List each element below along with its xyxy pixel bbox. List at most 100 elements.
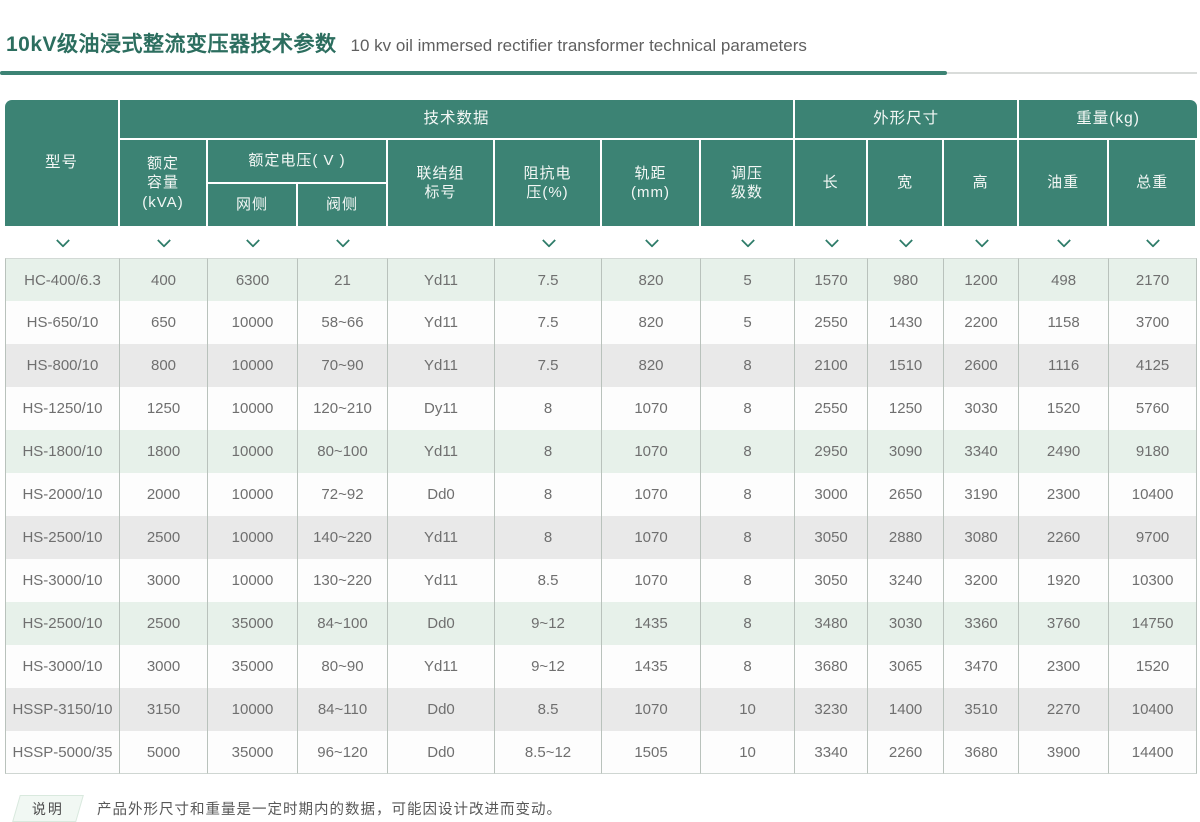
table-cell: 10000 (208, 387, 298, 430)
filter-cell-valve-side[interactable] (298, 228, 388, 258)
table-cell: 8 (701, 387, 796, 430)
chevron-down-icon[interactable] (541, 233, 556, 248)
note-badge-label: 说明 (32, 800, 64, 817)
table-cell: 3680 (944, 731, 1020, 774)
chevron-down-icon[interactable] (1057, 233, 1072, 248)
table-row: HC-400/6.3 400 6300 21 Yd11 7.5 820 5 1570 980 120… (5, 258, 1198, 301)
chevron-down-icon[interactable] (335, 233, 351, 248)
table-cell: 14750 (1109, 602, 1198, 645)
table-cell: 10300 (1109, 559, 1198, 602)
chevron-down-icon[interactable] (644, 233, 659, 248)
table-cell: 140~220 (298, 516, 388, 559)
table-cell: 84~110 (298, 688, 388, 731)
table-cell: 3000 (795, 473, 869, 516)
filter-cell-height[interactable] (944, 228, 1020, 258)
table-cell: 3230 (795, 688, 869, 731)
table-cell: 8 (495, 430, 602, 473)
filter-cell-gauge[interactable] (602, 228, 701, 258)
table-cell: HS-2500/10 (5, 602, 120, 645)
col-header-impedance-voltage: 阻抗电 压(%) (495, 140, 602, 228)
table-cell: Yd11 (388, 430, 495, 473)
table-cell: Yd11 (388, 301, 495, 344)
table-cell: 820 (602, 344, 701, 387)
table-cell: 1200 (944, 258, 1020, 301)
table-cell: 2550 (795, 387, 869, 430)
table-cell: 3030 (944, 387, 1020, 430)
table-cell: 1070 (602, 559, 701, 602)
table-cell: 35000 (208, 645, 298, 688)
table-cell: Yd11 (388, 559, 495, 602)
table-cell: 2000 (120, 473, 208, 516)
table-cell: 3000 (120, 645, 208, 688)
table-cell: HS-3000/10 (5, 645, 120, 688)
table-cell: 5 (701, 301, 796, 344)
chevron-down-icon[interactable] (245, 233, 261, 248)
sub-header-row-2: 网侧 阀侧 (5, 184, 1197, 228)
table-cell: 3065 (868, 645, 945, 688)
chevron-down-icon[interactable] (55, 233, 70, 248)
filter-cell-tap-steps[interactable] (701, 228, 796, 258)
table-cell: 2600 (944, 344, 1020, 387)
group-header-tech-data: 技术数据 (120, 100, 796, 140)
filter-cell-width[interactable] (868, 228, 945, 258)
table-cell: 130~220 (298, 559, 388, 602)
table-row: HS-2500/10 2500 35000 84~100 Dd0 9~12 1435 8 348… (5, 602, 1198, 645)
col-header-grid-side: 网侧 (208, 184, 298, 228)
table-cell: 3190 (944, 473, 1020, 516)
table-cell: 1520 (1109, 645, 1198, 688)
table-cell: HS-2500/10 (5, 516, 120, 559)
table-cell: HSSP-3150/10 (5, 688, 120, 731)
table-row: HSSP-5000/35 5000 35000 96~120 Dd0 8.5~12 1505… (5, 731, 1198, 774)
filter-cell-length[interactable] (795, 228, 869, 258)
table-cell: 2550 (795, 301, 869, 344)
table-cell: 8 (701, 645, 796, 688)
table-cell: 1430 (868, 301, 945, 344)
filter-cell-grid-side[interactable] (208, 228, 298, 258)
col-header-valve-side: 阀侧 (298, 184, 388, 228)
table-cell: 3200 (944, 559, 1020, 602)
chevron-down-icon[interactable] (899, 233, 914, 248)
filter-cell-vector-group (388, 228, 495, 258)
chevron-down-icon[interactable] (740, 233, 756, 248)
table-cell: 9~12 (495, 645, 602, 688)
filter-cell-total-weight[interactable] (1109, 228, 1198, 258)
chevron-down-icon[interactable] (974, 233, 989, 248)
filter-cell-capacity[interactable] (120, 228, 208, 258)
table-cell: 820 (602, 301, 701, 344)
filter-cell-model[interactable] (5, 228, 120, 258)
table-cell: 5760 (1109, 387, 1198, 430)
chevron-down-icon[interactable] (156, 233, 172, 248)
table-cell: 3700 (1109, 301, 1198, 344)
filter-cell-oil-weight[interactable] (1019, 228, 1110, 258)
table-cell: 1250 (120, 387, 208, 430)
table-cell: 8 (701, 344, 796, 387)
table-cell: 1435 (602, 602, 701, 645)
table-cell: 1070 (602, 516, 701, 559)
table-cell: 8 (701, 559, 796, 602)
table-cell: 8 (701, 516, 796, 559)
table-cell: 498 (1019, 258, 1110, 301)
chevron-down-icon[interactable] (824, 233, 839, 248)
table-body: HC-400/6.3 400 6300 21 Yd11 7.5 820 5 1570 980 120… (5, 258, 1198, 774)
table-cell: Yd11 (388, 516, 495, 559)
spec-table: 型号 技术数据 外形尺寸 重量(kg) 额定 容量 (kVA) 额定电压( V … (5, 100, 1198, 774)
table-cell: 1070 (602, 473, 701, 516)
table-cell: 2500 (120, 602, 208, 645)
chevron-down-icon[interactable] (1146, 233, 1161, 248)
filter-cell-impedance[interactable] (495, 228, 602, 258)
table-cell: 8 (495, 473, 602, 516)
table-cell: 2200 (944, 301, 1020, 344)
table-cell: 3510 (944, 688, 1020, 731)
table-cell: 3080 (944, 516, 1020, 559)
table-cell: 21 (298, 258, 388, 301)
table-cell: Yd11 (388, 344, 495, 387)
table-cell: 1570 (795, 258, 869, 301)
table-cell: 5 (701, 258, 796, 301)
table-cell: 3000 (120, 559, 208, 602)
table-cell: 10000 (208, 473, 298, 516)
table-cell: 10400 (1109, 688, 1198, 731)
table-cell: HC-400/6.3 (5, 258, 120, 301)
table-cell: 5000 (120, 731, 208, 774)
table-cell: 10000 (208, 688, 298, 731)
title-divider (0, 71, 1200, 76)
